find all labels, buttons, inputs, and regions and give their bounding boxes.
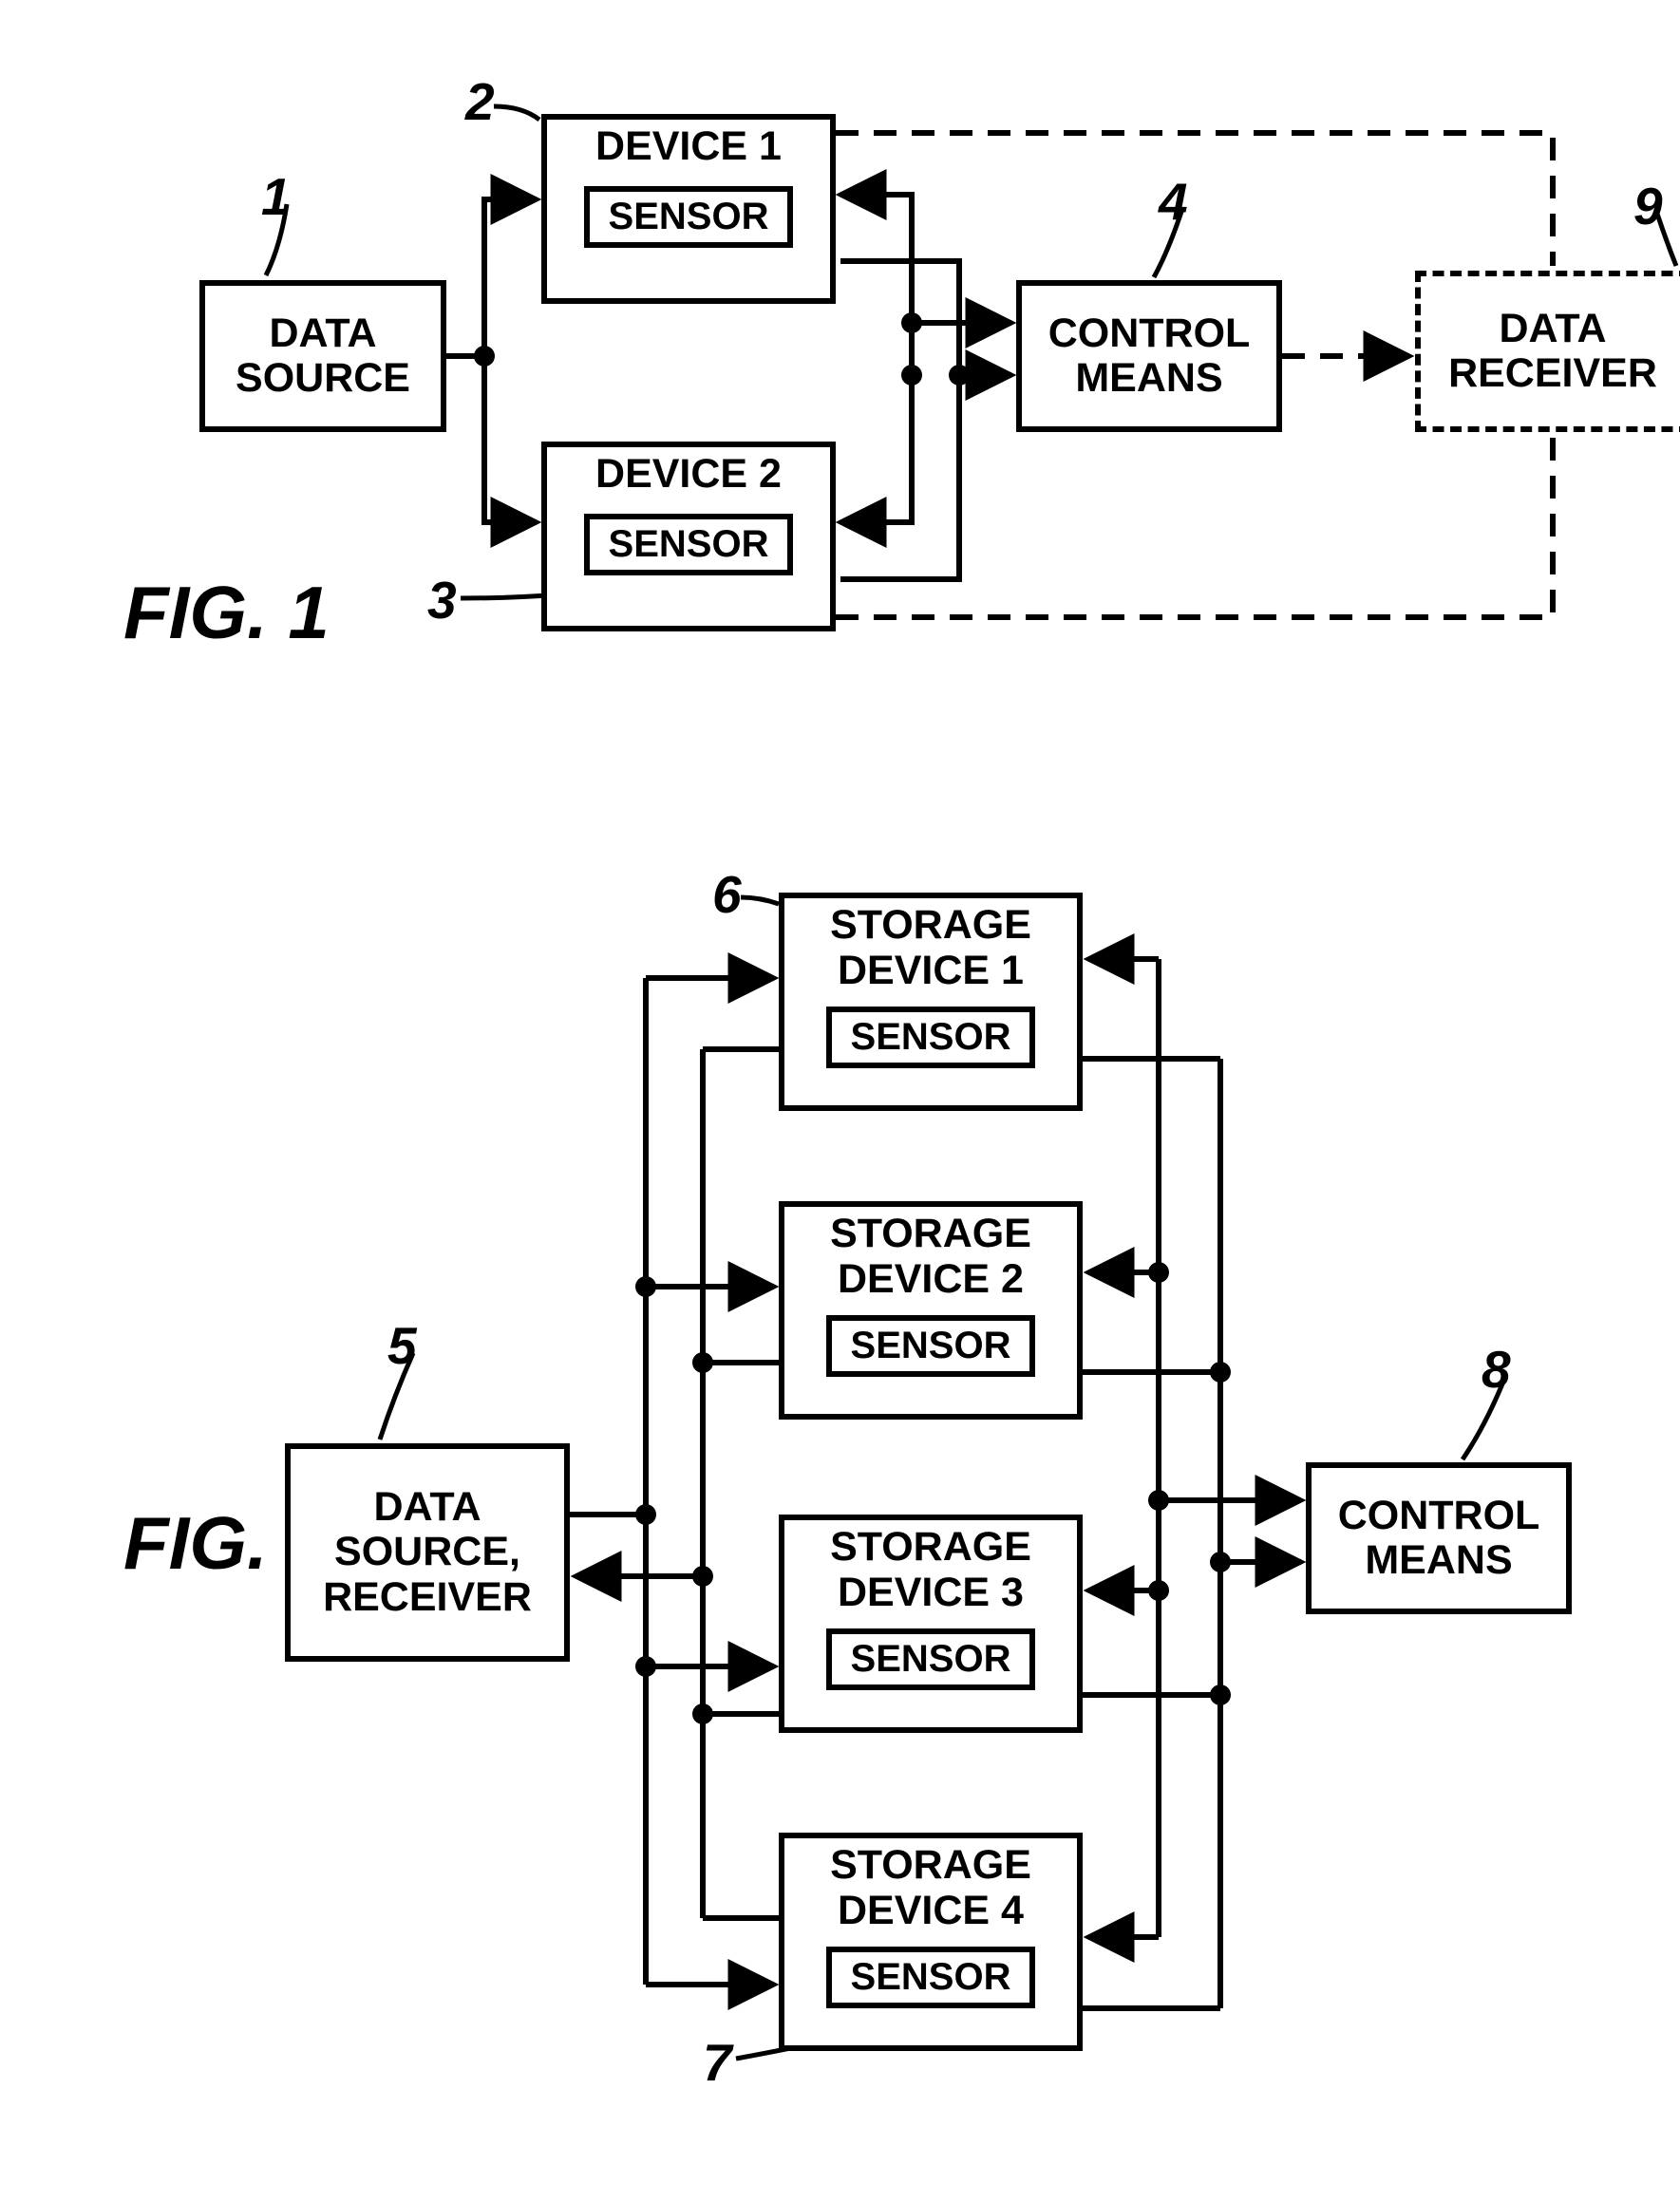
fig1-device1-sensor: SENSOR [584, 186, 793, 248]
fig2-label-7: 7 [703, 2032, 732, 2093]
fig2-label-6: 6 [712, 864, 742, 925]
diagram-canvas: FIG. 1 DATA SOURCE DEVICE 1 SENSOR DEVIC… [38, 38, 1680, 2164]
fig2-storage-1-sensor: SENSOR [826, 1007, 1035, 1068]
fig1-label-9: 9 [1633, 176, 1663, 236]
fig2-storage-4-title: STORAGE DEVICE 4 [830, 1842, 1031, 1933]
fig1-receiver: DATA RECEIVER [1415, 271, 1680, 432]
fig1-device2-sensor: SENSOR [584, 514, 793, 575]
fig1-device1: DEVICE 1 SENSOR [541, 114, 836, 304]
fig2-storage-2: STORAGE DEVICE 2 SENSOR [779, 1201, 1083, 1420]
fig2-storage-1-title: STORAGE DEVICE 1 [830, 902, 1031, 993]
fig1-label-4: 4 [1159, 171, 1188, 232]
fig1-data-source: DATA SOURCE [199, 280, 446, 432]
fig2-storage-3: STORAGE DEVICE 3 SENSOR [779, 1515, 1083, 1733]
fig2-storage-4-sensor: SENSOR [826, 1947, 1035, 2008]
fig2-storage-3-title: STORAGE DEVICE 3 [830, 1524, 1031, 1615]
fig1-label-1: 1 [261, 166, 291, 227]
fig2-data-source: DATA SOURCE, RECEIVER [285, 1443, 570, 1662]
fig1-control: CONTROL MEANS [1016, 280, 1282, 432]
fig2-control: CONTROL MEANS [1306, 1462, 1572, 1614]
fig1-device2-title: DEVICE 2 [595, 451, 782, 497]
fig1-device2: DEVICE 2 SENSOR [541, 442, 836, 631]
fig1-label-3: 3 [427, 570, 457, 630]
fig2-storage-2-title: STORAGE DEVICE 2 [830, 1211, 1031, 1302]
fig1-title: FIG. 1 [123, 570, 330, 656]
fig2-storage-1: STORAGE DEVICE 1 SENSOR [779, 893, 1083, 1111]
fig2-storage-3-sensor: SENSOR [826, 1628, 1035, 1690]
fig2-label-8: 8 [1482, 1339, 1511, 1400]
fig2-storage-2-sensor: SENSOR [826, 1315, 1035, 1377]
fig1-label-2: 2 [465, 71, 495, 132]
fig1-device1-title: DEVICE 1 [595, 123, 782, 169]
fig2-storage-4: STORAGE DEVICE 4 SENSOR [779, 1833, 1083, 2051]
fig2-label-5: 5 [387, 1315, 417, 1376]
